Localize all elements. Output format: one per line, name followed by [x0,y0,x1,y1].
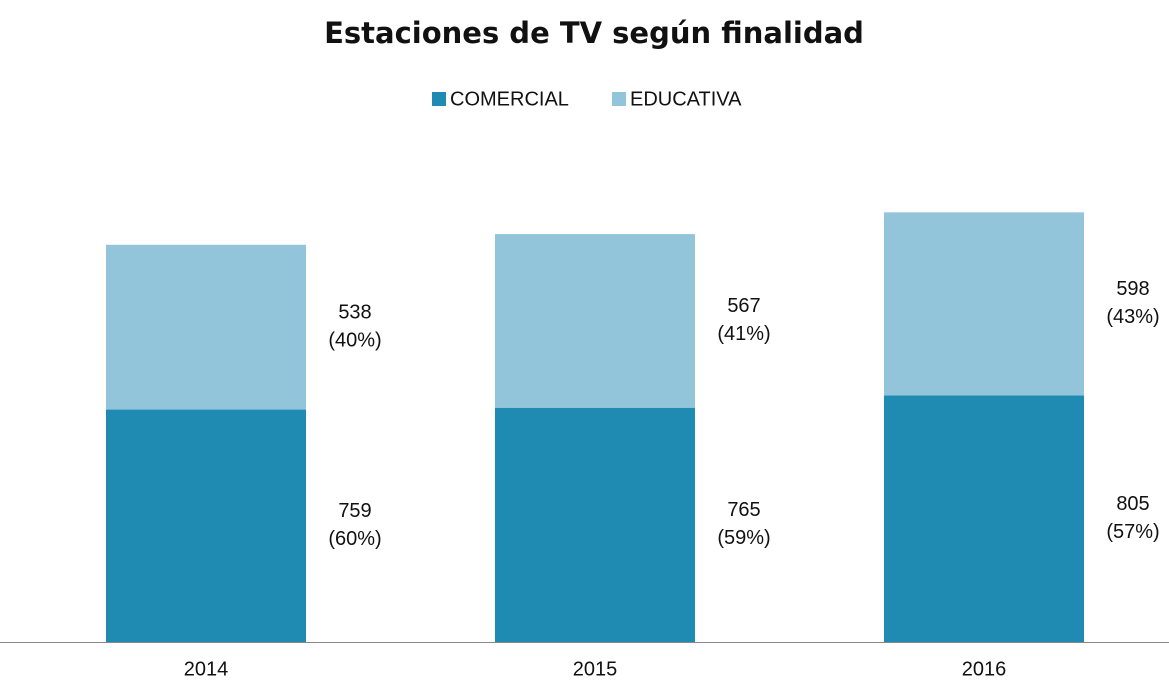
share-label: (41%) [717,323,770,345]
bar-segment [106,409,306,642]
share-label: (40%) [328,329,381,351]
value-label: 538 [338,301,371,323]
bar-segment [884,212,1084,396]
share-label: (59%) [717,527,770,549]
legend-swatch [612,92,626,106]
share-label: (43%) [1106,306,1159,328]
share-label: (57%) [1106,521,1159,543]
value-label: 567 [727,295,760,317]
bar-segment [106,244,306,410]
x-tick-label: 2015 [573,658,618,680]
bar-segment [495,234,695,408]
share-label: (60%) [328,528,381,550]
value-label: 805 [1116,493,1149,515]
legend-swatch [432,92,446,106]
value-label: 765 [727,499,760,521]
bar-segment [495,407,695,642]
x-tick-label: 2014 [184,658,229,680]
value-label: 598 [1116,278,1149,300]
bar-segment [884,395,1084,642]
x-tick-label: 2016 [962,658,1007,680]
value-label: 759 [338,500,371,522]
legend-label: COMERCIAL [450,88,569,110]
legend-label: EDUCATIVA [630,88,742,110]
chart-title: Estaciones de TV según finalidad [324,16,864,50]
